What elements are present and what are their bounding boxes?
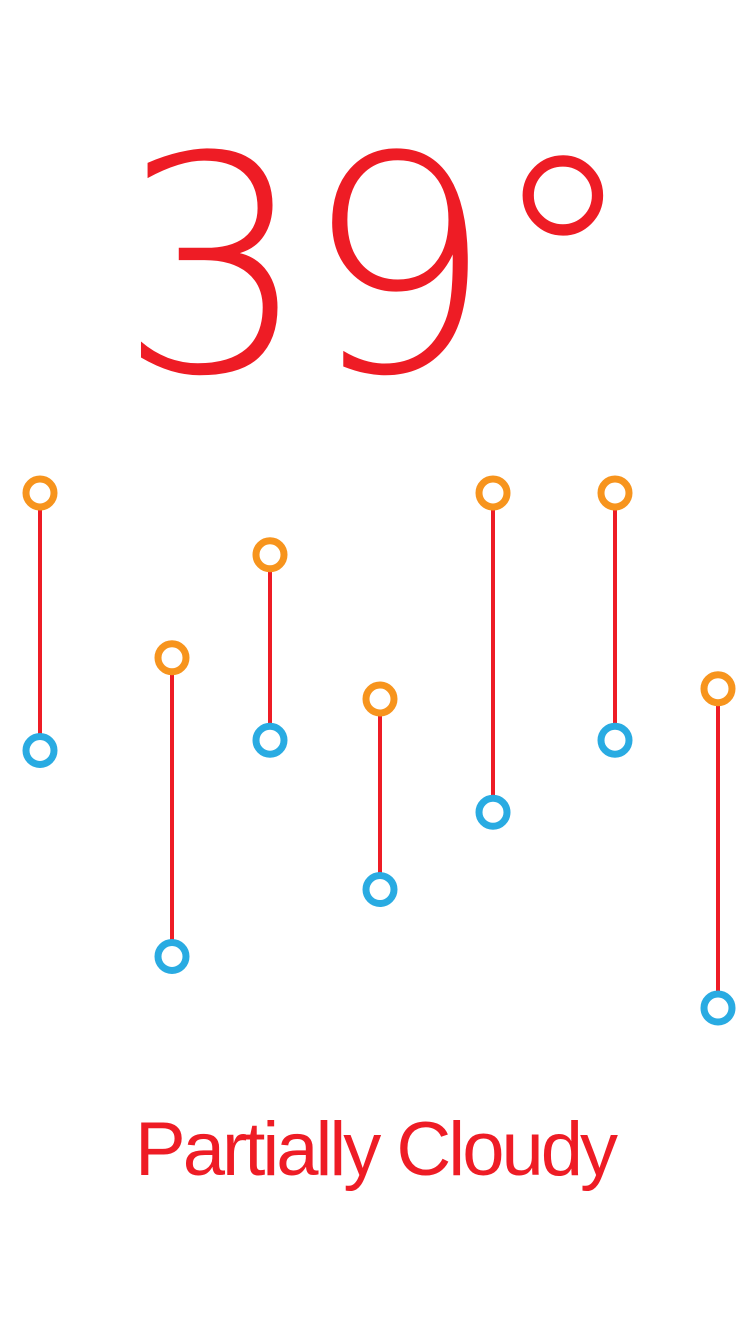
weather-condition: Partially Cloudy bbox=[135, 1107, 618, 1192]
range-marker bbox=[362, 681, 398, 908]
range-marker bbox=[475, 475, 511, 830]
range-marker bbox=[700, 671, 736, 1026]
low-temp-dot bbox=[475, 794, 511, 830]
low-temp-dot bbox=[597, 722, 633, 758]
high-temp-dot bbox=[154, 640, 190, 676]
low-temp-dot bbox=[22, 733, 58, 768]
range-marker bbox=[22, 475, 58, 768]
range-marker bbox=[252, 537, 288, 758]
high-temp-dot bbox=[700, 671, 736, 707]
low-temp-dot bbox=[700, 990, 736, 1026]
high-temp-dot bbox=[597, 475, 633, 511]
range-marker bbox=[154, 640, 190, 974]
low-temp-dot bbox=[252, 722, 288, 758]
high-temp-dot bbox=[252, 537, 288, 573]
low-temp-dot bbox=[154, 939, 190, 974]
high-temp-dot bbox=[22, 475, 58, 511]
high-temp-dot bbox=[362, 681, 398, 717]
low-temp-dot bbox=[362, 872, 398, 908]
range-marker bbox=[597, 475, 633, 758]
current-temperature: 39° bbox=[118, 93, 638, 442]
high-temp-dot bbox=[475, 475, 511, 511]
